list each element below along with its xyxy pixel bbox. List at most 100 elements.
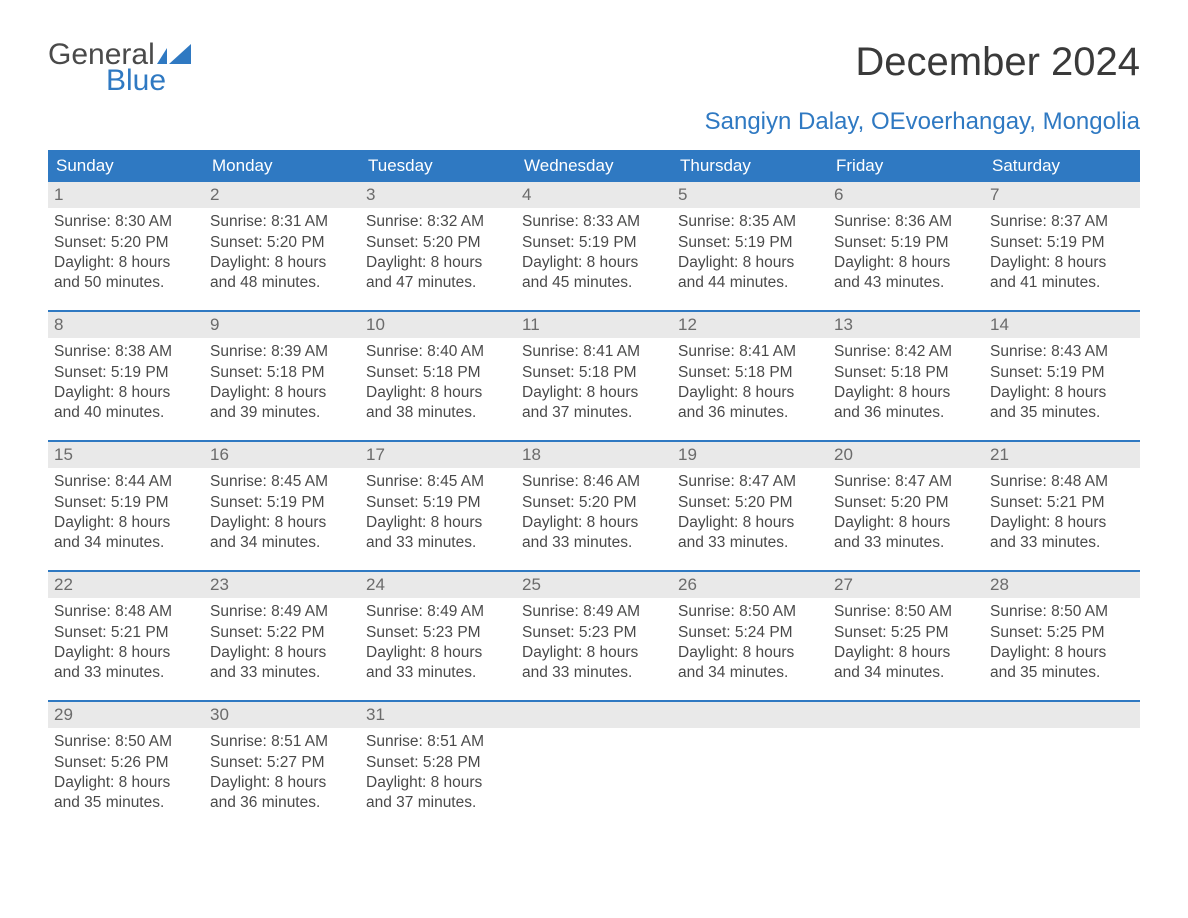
daylight-line2: and 34 minutes. <box>678 663 822 683</box>
daylight-line2: and 45 minutes. <box>522 273 666 293</box>
daylight-line1: Daylight: 8 hours <box>522 513 666 533</box>
daylight-line2: and 48 minutes. <box>210 273 354 293</box>
day-cell: 12Sunrise: 8:41 AMSunset: 5:18 PMDayligh… <box>672 312 828 440</box>
daylight-line2: and 33 minutes. <box>210 663 354 683</box>
day-body: Sunrise: 8:45 AMSunset: 5:19 PMDaylight:… <box>204 468 360 562</box>
day-number: 26 <box>672 572 828 598</box>
calendar: SundayMondayTuesdayWednesdayThursdayFrid… <box>48 150 1140 830</box>
day-body: Sunrise: 8:30 AMSunset: 5:20 PMDaylight:… <box>48 208 204 302</box>
daylight-line1: Daylight: 8 hours <box>990 253 1134 273</box>
day-cell <box>984 702 1140 830</box>
sunset-text: Sunset: 5:21 PM <box>54 623 198 643</box>
day-header-row: SundayMondayTuesdayWednesdayThursdayFrid… <box>48 150 1140 182</box>
day-cell <box>672 702 828 830</box>
logo-text-blue: Blue <box>106 66 191 96</box>
sunset-text: Sunset: 5:19 PM <box>210 493 354 513</box>
sunrise-text: Sunrise: 8:41 AM <box>522 342 666 362</box>
day-cell: 29Sunrise: 8:50 AMSunset: 5:26 PMDayligh… <box>48 702 204 830</box>
day-number <box>984 702 1140 728</box>
sunset-text: Sunset: 5:19 PM <box>990 363 1134 383</box>
day-body: Sunrise: 8:49 AMSunset: 5:23 PMDaylight:… <box>516 598 672 692</box>
day-cell: 30Sunrise: 8:51 AMSunset: 5:27 PMDayligh… <box>204 702 360 830</box>
day-body: Sunrise: 8:42 AMSunset: 5:18 PMDaylight:… <box>828 338 984 432</box>
day-body: Sunrise: 8:36 AMSunset: 5:19 PMDaylight:… <box>828 208 984 302</box>
day-cell: 8Sunrise: 8:38 AMSunset: 5:19 PMDaylight… <box>48 312 204 440</box>
daylight-line1: Daylight: 8 hours <box>366 643 510 663</box>
sunset-text: Sunset: 5:23 PM <box>366 623 510 643</box>
sunset-text: Sunset: 5:20 PM <box>366 233 510 253</box>
sunrise-text: Sunrise: 8:50 AM <box>678 602 822 622</box>
daylight-line1: Daylight: 8 hours <box>678 253 822 273</box>
day-body: Sunrise: 8:32 AMSunset: 5:20 PMDaylight:… <box>360 208 516 302</box>
daylight-line2: and 36 minutes. <box>210 793 354 813</box>
daylight-line1: Daylight: 8 hours <box>210 513 354 533</box>
sunrise-text: Sunrise: 8:40 AM <box>366 342 510 362</box>
day-cell: 9Sunrise: 8:39 AMSunset: 5:18 PMDaylight… <box>204 312 360 440</box>
sunrise-text: Sunrise: 8:36 AM <box>834 212 978 232</box>
day-cell: 15Sunrise: 8:44 AMSunset: 5:19 PMDayligh… <box>48 442 204 570</box>
day-number: 6 <box>828 182 984 208</box>
daylight-line2: and 47 minutes. <box>366 273 510 293</box>
daylight-line2: and 33 minutes. <box>678 533 822 553</box>
day-cell: 21Sunrise: 8:48 AMSunset: 5:21 PMDayligh… <box>984 442 1140 570</box>
daylight-line1: Daylight: 8 hours <box>834 643 978 663</box>
header: General Blue December 2024 <box>48 40 1140 96</box>
sunrise-text: Sunrise: 8:47 AM <box>834 472 978 492</box>
daylight-line1: Daylight: 8 hours <box>210 773 354 793</box>
daylight-line1: Daylight: 8 hours <box>54 513 198 533</box>
daylight-line2: and 37 minutes. <box>522 403 666 423</box>
daylight-line2: and 40 minutes. <box>54 403 198 423</box>
day-cell: 23Sunrise: 8:49 AMSunset: 5:22 PMDayligh… <box>204 572 360 700</box>
daylight-line2: and 33 minutes. <box>522 663 666 683</box>
location-subtitle: Sangiyn Dalay, OEvoerhangay, Mongolia <box>48 108 1140 136</box>
day-header-cell: Friday <box>828 150 984 182</box>
day-cell: 13Sunrise: 8:42 AMSunset: 5:18 PMDayligh… <box>828 312 984 440</box>
day-number: 15 <box>48 442 204 468</box>
daylight-line2: and 33 minutes. <box>366 533 510 553</box>
sunrise-text: Sunrise: 8:48 AM <box>990 472 1134 492</box>
week-row: 22Sunrise: 8:48 AMSunset: 5:21 PMDayligh… <box>48 570 1140 700</box>
sunset-text: Sunset: 5:24 PM <box>678 623 822 643</box>
daylight-line1: Daylight: 8 hours <box>366 383 510 403</box>
day-cell: 11Sunrise: 8:41 AMSunset: 5:18 PMDayligh… <box>516 312 672 440</box>
day-number: 27 <box>828 572 984 598</box>
daylight-line2: and 33 minutes. <box>834 533 978 553</box>
day-cell: 24Sunrise: 8:49 AMSunset: 5:23 PMDayligh… <box>360 572 516 700</box>
day-number: 19 <box>672 442 828 468</box>
daylight-line1: Daylight: 8 hours <box>210 253 354 273</box>
daylight-line1: Daylight: 8 hours <box>522 253 666 273</box>
logo: General Blue <box>48 40 191 96</box>
day-number: 7 <box>984 182 1140 208</box>
day-body: Sunrise: 8:50 AMSunset: 5:24 PMDaylight:… <box>672 598 828 692</box>
day-cell: 14Sunrise: 8:43 AMSunset: 5:19 PMDayligh… <box>984 312 1140 440</box>
day-header-cell: Monday <box>204 150 360 182</box>
day-cell: 5Sunrise: 8:35 AMSunset: 5:19 PMDaylight… <box>672 182 828 310</box>
daylight-line1: Daylight: 8 hours <box>678 383 822 403</box>
sunrise-text: Sunrise: 8:37 AM <box>990 212 1134 232</box>
week-row: 1Sunrise: 8:30 AMSunset: 5:20 PMDaylight… <box>48 182 1140 310</box>
daylight-line1: Daylight: 8 hours <box>54 253 198 273</box>
sunset-text: Sunset: 5:19 PM <box>54 363 198 383</box>
sunrise-text: Sunrise: 8:46 AM <box>522 472 666 492</box>
sunset-text: Sunset: 5:19 PM <box>990 233 1134 253</box>
sunrise-text: Sunrise: 8:32 AM <box>366 212 510 232</box>
day-body: Sunrise: 8:38 AMSunset: 5:19 PMDaylight:… <box>48 338 204 432</box>
day-body: Sunrise: 8:51 AMSunset: 5:28 PMDaylight:… <box>360 728 516 822</box>
day-number: 4 <box>516 182 672 208</box>
day-body: Sunrise: 8:44 AMSunset: 5:19 PMDaylight:… <box>48 468 204 562</box>
day-number: 28 <box>984 572 1140 598</box>
daylight-line2: and 33 minutes. <box>990 533 1134 553</box>
sunrise-text: Sunrise: 8:41 AM <box>678 342 822 362</box>
day-number: 16 <box>204 442 360 468</box>
daylight-line1: Daylight: 8 hours <box>834 383 978 403</box>
daylight-line1: Daylight: 8 hours <box>210 383 354 403</box>
day-body: Sunrise: 8:33 AMSunset: 5:19 PMDaylight:… <box>516 208 672 302</box>
day-body: Sunrise: 8:40 AMSunset: 5:18 PMDaylight:… <box>360 338 516 432</box>
day-number: 17 <box>360 442 516 468</box>
sunrise-text: Sunrise: 8:50 AM <box>54 732 198 752</box>
sunset-text: Sunset: 5:23 PM <box>522 623 666 643</box>
sunset-text: Sunset: 5:28 PM <box>366 753 510 773</box>
day-number: 9 <box>204 312 360 338</box>
sunset-text: Sunset: 5:18 PM <box>522 363 666 383</box>
week-row: 15Sunrise: 8:44 AMSunset: 5:19 PMDayligh… <box>48 440 1140 570</box>
